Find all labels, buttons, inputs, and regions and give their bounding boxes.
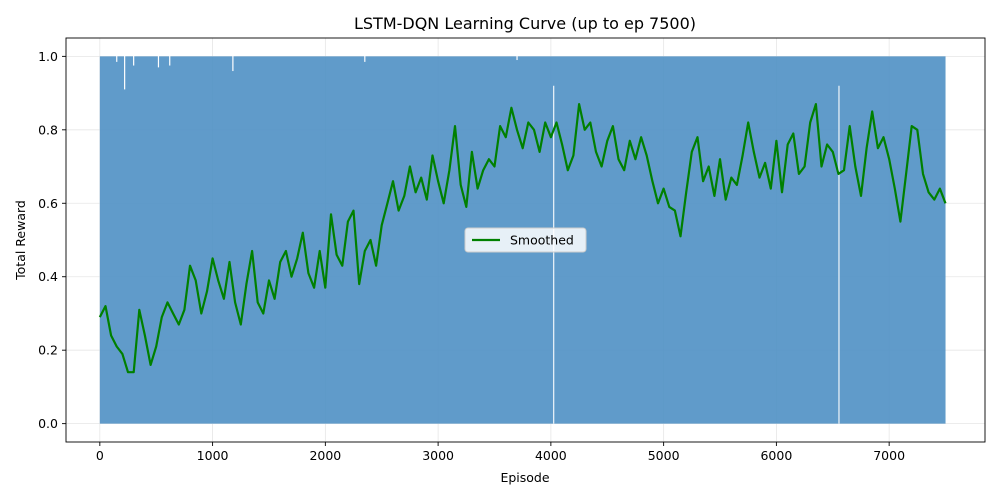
x-tick-label: 4000 <box>535 448 567 463</box>
y-tick-label: 0.0 <box>38 416 58 431</box>
y-tick-label: 0.2 <box>38 343 58 358</box>
axes-frame <box>65 37 986 443</box>
x-axis-ticks: 0 1000 2000 3000 4000 5000 6000 7000 <box>96 442 905 463</box>
x-tick-label: 6000 <box>760 448 792 463</box>
smoothed-reward-line <box>98 102 947 374</box>
y-axis-label: Total Reward <box>13 200 28 281</box>
y-axis-ticks: 0.0 0.2 0.4 0.6 0.8 1.0 <box>38 49 66 431</box>
y-tick-label: 0.6 <box>38 196 58 211</box>
y-tick-label: 0.8 <box>38 122 58 137</box>
x-tick-label: 0 <box>96 448 104 463</box>
x-tick-label: 3000 <box>422 448 454 463</box>
x-axis-label: Episode <box>500 470 549 485</box>
legend: Smoothed <box>464 227 587 253</box>
y-tick-label: 0.4 <box>38 269 58 284</box>
x-tick-label: 1000 <box>197 448 229 463</box>
chart-title: LSTM-DQN Learning Curve (up to ep 7500) <box>354 14 696 33</box>
legend-box <box>464 227 587 253</box>
x-tick-label: 7000 <box>873 448 905 463</box>
plot-frame <box>65 37 986 443</box>
y-tick-label: 1.0 <box>38 49 58 64</box>
x-tick-label: 5000 <box>648 448 680 463</box>
x-tick-label: 2000 <box>309 448 341 463</box>
legend-smoothed-label: Smoothed <box>510 233 574 248</box>
smoothed-series <box>98 102 947 374</box>
